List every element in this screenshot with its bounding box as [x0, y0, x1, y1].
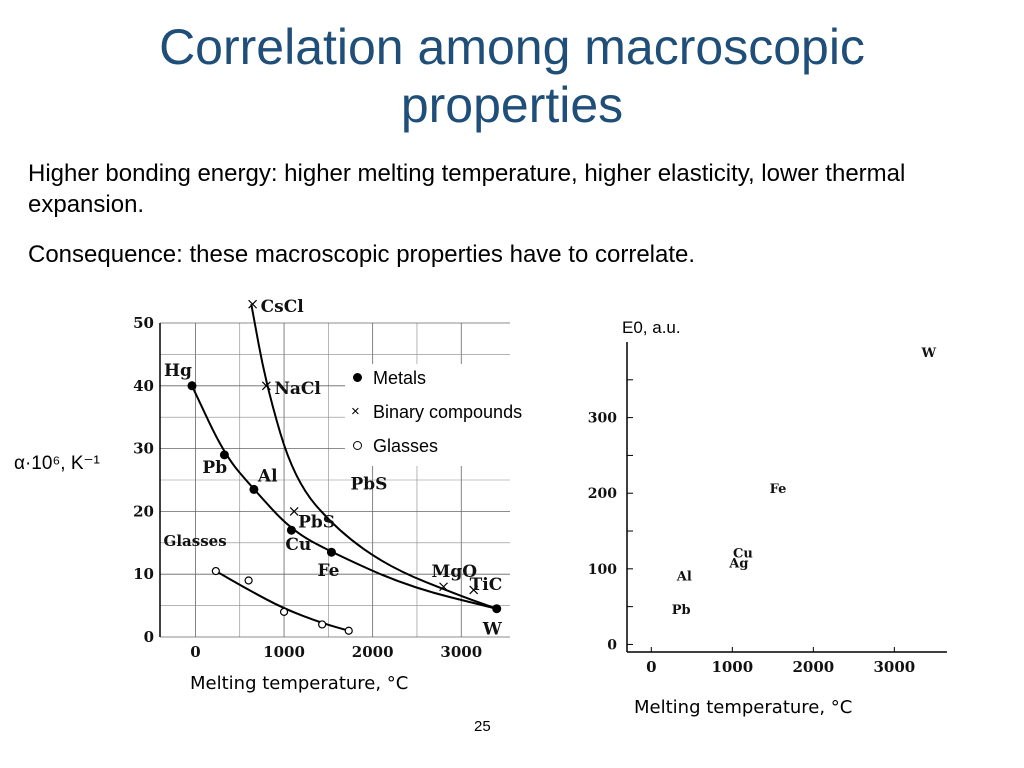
- chart1-y-label: α·10⁶, K⁻¹: [14, 453, 100, 474]
- chart2-y-label: E0, a.u.: [622, 318, 681, 337]
- metals-curve: [191, 385, 497, 610]
- element-label: W: [921, 346, 937, 361]
- point-label: PbS: [298, 512, 335, 532]
- point-label: NaCl: [274, 379, 321, 399]
- legend-glasses: Glasses: [373, 436, 439, 456]
- binary-point: [289, 506, 299, 516]
- glass-point: [211, 566, 220, 576]
- x-tick-label: 2000: [792, 658, 834, 676]
- chart2-x-label: Melting temperature, °C: [634, 697, 853, 718]
- x-tick-label: 1000: [711, 658, 753, 676]
- metal-point: [219, 450, 229, 460]
- y-tick-label: 30: [133, 440, 154, 458]
- y-tick-label: 50: [133, 314, 154, 332]
- point-label: Fe: [317, 561, 339, 581]
- element-label: Cu: [733, 546, 753, 561]
- y-tick-label: 100: [588, 562, 617, 578]
- binary-point: [439, 582, 448, 592]
- binary-curve: [250, 303, 498, 610]
- x-tick-label: 0: [190, 643, 200, 661]
- point-label: W: [482, 620, 503, 640]
- x-tick-label: 3000: [873, 658, 915, 676]
- page-number: 25: [474, 718, 491, 735]
- binary-point: [248, 299, 258, 309]
- legend-metals: Metals: [373, 368, 427, 388]
- metal-point: [187, 381, 197, 391]
- binary-point: [261, 381, 271, 391]
- point-label: Al: [257, 466, 278, 486]
- glass-point: [279, 607, 289, 616]
- point-label: CsCl: [261, 297, 305, 317]
- point-label: MgO: [432, 562, 478, 582]
- chart1-x-label: Melting temperature, °C: [190, 673, 409, 694]
- metal-point: [249, 484, 259, 494]
- legend-dot-marker: [353, 373, 362, 382]
- glasses-curve-label: Glasses: [164, 532, 227, 550]
- y-tick-label: 300: [588, 411, 617, 427]
- y-tick-label: 0: [607, 637, 617, 653]
- paragraph-bonding: Higher bonding energy: higher melting te…: [28, 160, 906, 218]
- y-tick-label: 0: [144, 628, 154, 646]
- point-label: TiC: [470, 575, 503, 595]
- title-line-1: Correlation among macroscopic: [159, 19, 865, 75]
- legend-circle-marker: [353, 441, 362, 450]
- point-label: Cu: [285, 535, 311, 555]
- metal-point: [326, 547, 336, 557]
- point-label: Hg: [164, 361, 192, 381]
- glass-point: [344, 626, 353, 635]
- glass-point: [244, 576, 253, 585]
- y-tick-label: 200: [588, 486, 617, 502]
- slide-title: Correlation among macroscopic properties: [0, 18, 1024, 134]
- binary-point: [469, 585, 479, 595]
- element-label: Al: [676, 570, 692, 585]
- x-tick-label: 3000: [440, 643, 482, 661]
- metal-point: [492, 604, 502, 614]
- y-tick-label: 20: [133, 502, 154, 520]
- glass-point: [318, 620, 327, 629]
- element-label: Pb: [672, 603, 691, 618]
- curve-label-pbs: PbS: [351, 474, 388, 494]
- x-tick-label: 1000: [263, 643, 305, 661]
- paragraph-consequence: Consequence: these macroscopic propertie…: [28, 241, 696, 268]
- title-line-2: properties: [400, 77, 624, 133]
- legend-binary: Binary compounds: [373, 402, 523, 422]
- metal-point: [286, 525, 296, 535]
- element-label: Fe: [770, 482, 787, 497]
- element-label: Ag: [728, 556, 748, 571]
- expansion-chart: 0 1000 2000 3000 0 10 20 30 40 50 Hg Pb Al Cu Fe W CsCl N…: [133, 297, 510, 661]
- x-tick-label: 0: [646, 658, 656, 676]
- legend-x-marker: ×: [351, 403, 360, 420]
- point-label: Pb: [202, 458, 227, 478]
- legend: Metals × Binary compounds Glasses: [345, 364, 550, 466]
- y-tick-label: 40: [133, 377, 154, 395]
- y-tick-label: 10: [133, 565, 154, 583]
- x-tick-label: 2000: [352, 643, 394, 661]
